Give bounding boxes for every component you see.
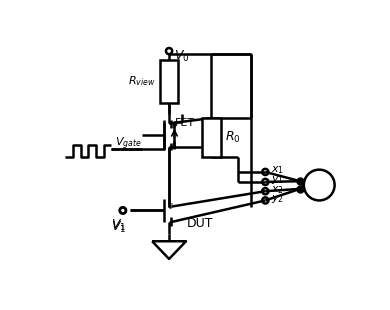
Text: $V_0$: $V_0$ bbox=[174, 49, 190, 64]
Text: $x_1$: $x_1$ bbox=[271, 165, 285, 176]
Bar bbox=[202, 118, 221, 157]
Bar bbox=[160, 60, 178, 103]
Text: DUT: DUT bbox=[187, 217, 213, 230]
Text: $V_{gate}$: $V_{gate}$ bbox=[115, 135, 142, 152]
Text: FET: FET bbox=[175, 118, 195, 128]
Text: $y_2$: $y_2$ bbox=[271, 193, 284, 205]
Text: $R_0$: $R_0$ bbox=[225, 130, 240, 145]
Text: $y_1$: $y_1$ bbox=[271, 175, 285, 186]
Text: $V_1$: $V_1$ bbox=[112, 218, 127, 233]
Circle shape bbox=[304, 170, 335, 201]
Text: $x_2$: $x_2$ bbox=[271, 184, 284, 196]
Text: $R_{view}$: $R_{view}$ bbox=[128, 74, 156, 88]
Text: $V_1$: $V_1$ bbox=[112, 220, 127, 235]
Text: V: V bbox=[315, 179, 323, 192]
